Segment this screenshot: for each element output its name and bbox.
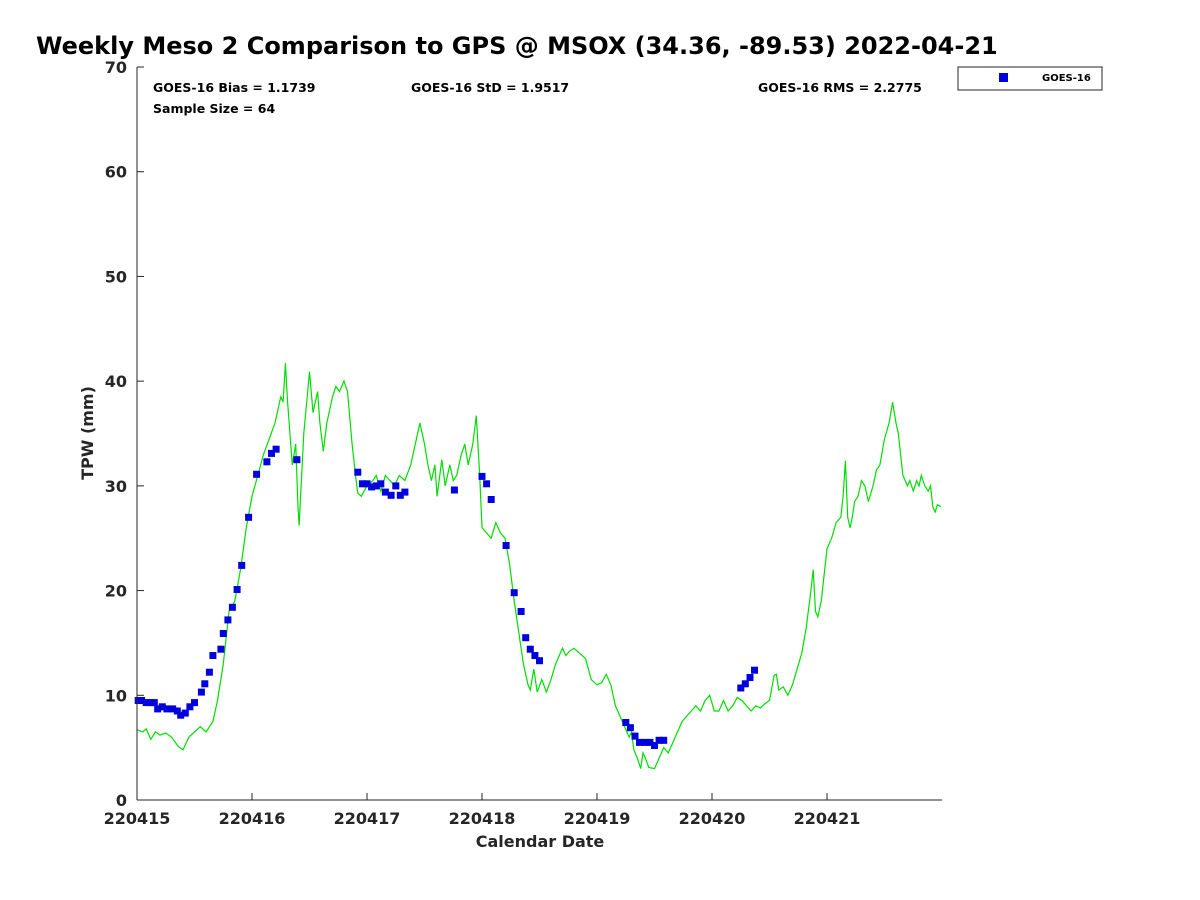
chart-title: Weekly Meso 2 Comparison to GPS @ MSOX (… bbox=[36, 32, 998, 60]
y-axis-label: TPW (mm) bbox=[78, 386, 97, 480]
y-tick-label: 70 bbox=[105, 58, 127, 77]
goes16-point bbox=[158, 703, 166, 711]
sample-size-stat: Sample Size = 64 bbox=[153, 101, 275, 116]
goes16-point bbox=[233, 586, 241, 593]
y-tick-label: 60 bbox=[105, 163, 127, 182]
goes16-point bbox=[737, 684, 745, 692]
goes16-point bbox=[655, 736, 663, 744]
y-tick-label: 10 bbox=[105, 686, 127, 705]
goes16-point bbox=[238, 561, 246, 569]
goes16-point bbox=[181, 709, 189, 717]
goes16-point bbox=[217, 645, 225, 653]
goes16-point bbox=[363, 480, 371, 488]
x-tick-label: 220420 bbox=[679, 809, 746, 828]
goes16-point bbox=[502, 542, 510, 549]
goes16-point bbox=[622, 719, 630, 726]
goes16-point bbox=[224, 616, 232, 624]
goes16-point bbox=[631, 732, 639, 740]
goes16-point bbox=[209, 652, 217, 659]
goes16-point bbox=[746, 674, 754, 681]
goes16-point bbox=[531, 652, 539, 659]
goes16-point bbox=[191, 699, 198, 707]
goes16-point bbox=[293, 456, 301, 464]
goes16-point bbox=[372, 482, 380, 490]
legend-label-goes16: GOES-16 bbox=[1042, 73, 1091, 84]
goes16-point bbox=[150, 699, 158, 707]
goes16-point bbox=[522, 634, 530, 642]
goes16-point bbox=[219, 630, 227, 637]
goes16-point bbox=[641, 738, 649, 746]
goes16-point bbox=[272, 445, 280, 453]
goes16-point bbox=[396, 491, 404, 499]
y-tick-label: 0 bbox=[116, 791, 127, 810]
x-tick-label: 220417 bbox=[334, 809, 401, 828]
goes16-point bbox=[186, 703, 194, 711]
goes16-point bbox=[163, 705, 171, 713]
goes16-point bbox=[478, 472, 486, 480]
goes16-point bbox=[154, 705, 162, 713]
y-axis-ticks: 0 10 20 30 40 50 60 70 bbox=[105, 58, 144, 810]
std-stat: GOES-16 StD = 1.9517 bbox=[411, 80, 569, 95]
series-layer bbox=[134, 363, 942, 770]
goes16-point bbox=[450, 486, 458, 494]
legend-box bbox=[957, 66, 1103, 91]
goes16-point bbox=[201, 680, 209, 688]
goes16-point bbox=[197, 688, 205, 696]
legend: GOES-16 bbox=[957, 66, 1103, 91]
goes16-point bbox=[253, 470, 261, 478]
goes16-point bbox=[377, 480, 385, 488]
goes16-point bbox=[741, 680, 749, 688]
goes16-point bbox=[626, 724, 634, 732]
goes16-point bbox=[646, 738, 654, 746]
legend-marker-goes16 bbox=[999, 73, 1008, 82]
x-axis-ticks: 220415 220416 220417 220418 220419 220420 2204… bbox=[104, 793, 861, 828]
goes16-point bbox=[517, 608, 525, 615]
goes16-point bbox=[169, 705, 177, 713]
goes16-point bbox=[510, 589, 518, 597]
goes16-point bbox=[228, 603, 236, 611]
goes16-point bbox=[354, 468, 362, 476]
goes16-point bbox=[358, 480, 366, 488]
goes16-point bbox=[660, 736, 668, 744]
goes16-point bbox=[651, 742, 658, 749]
goes16-point bbox=[536, 657, 543, 665]
goes16-point bbox=[142, 699, 150, 707]
goes16-point bbox=[751, 666, 758, 674]
x-tick-label: 220419 bbox=[564, 809, 631, 828]
y-tick-label: 20 bbox=[105, 582, 127, 601]
goes16-point bbox=[381, 488, 389, 496]
x-axis-label: Calendar Date bbox=[476, 832, 605, 851]
goes16-point bbox=[177, 711, 185, 719]
y-tick-label: 40 bbox=[105, 372, 127, 391]
x-tick-label: 220418 bbox=[449, 809, 516, 828]
goes16-point bbox=[205, 668, 213, 676]
x-tick-label: 220421 bbox=[794, 809, 861, 828]
x-tick-label: 220415 bbox=[104, 809, 171, 828]
goes16-point bbox=[392, 482, 400, 490]
goes16-point bbox=[387, 491, 395, 499]
x-tick-label: 220416 bbox=[219, 809, 286, 828]
rms-stat: GOES-16 RMS = 2.2775 bbox=[758, 80, 922, 95]
goes16-point bbox=[263, 458, 271, 466]
y-tick-label: 30 bbox=[105, 477, 127, 496]
goes16-point bbox=[368, 483, 376, 491]
bias-stat: GOES-16 Bias = 1.1739 bbox=[153, 80, 315, 95]
goes16-point bbox=[138, 697, 146, 704]
goes16-point bbox=[526, 645, 534, 653]
goes16-point bbox=[483, 480, 491, 488]
gps-tpw-line bbox=[136, 363, 942, 770]
goes16-point bbox=[487, 496, 495, 503]
goes16-point bbox=[268, 449, 275, 457]
goes16-point bbox=[401, 488, 409, 496]
goes16-point bbox=[245, 513, 253, 521]
goes16-point bbox=[636, 738, 643, 746]
goes16-point bbox=[173, 707, 181, 715]
y-tick-label: 50 bbox=[105, 267, 127, 286]
